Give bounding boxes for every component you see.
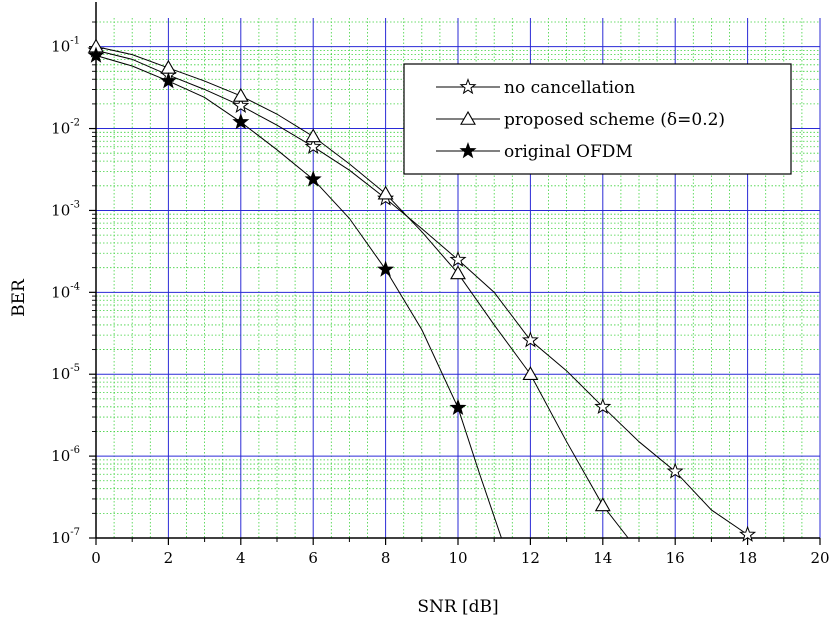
- data-point: [594, 397, 612, 415]
- data-point: [449, 250, 467, 267]
- x-axis-title: SNR [dB]: [417, 597, 498, 617]
- legend-marker: [459, 142, 477, 159]
- x-tick-label: 20: [810, 549, 829, 567]
- legend-marker: [459, 78, 477, 95]
- x-tick-label: 6: [308, 549, 318, 567]
- series-2: [87, 46, 502, 539]
- data-point: [522, 366, 539, 381]
- x-tick-label: 14: [593, 549, 612, 567]
- data-point: [304, 137, 322, 154]
- data-point: [377, 185, 394, 200]
- legend-label: original OFDM: [504, 142, 633, 162]
- x-tick-label: 8: [381, 549, 391, 567]
- x-tick-label: 16: [666, 549, 685, 567]
- series-line: [95, 49, 748, 536]
- data-point: [305, 128, 322, 143]
- data-point: [159, 72, 177, 89]
- data-point: [232, 96, 250, 113]
- data-point: [739, 525, 757, 542]
- y-tick-label: 10-2: [51, 118, 80, 138]
- series-area: [87, 38, 757, 542]
- data-point: [594, 497, 611, 512]
- legend-label: no cancellation: [504, 78, 635, 98]
- data-point: [160, 59, 177, 74]
- data-point: [666, 462, 684, 479]
- data-point: [450, 265, 466, 280]
- data-point: [304, 170, 322, 187]
- y-tick-label: 10-4: [51, 281, 80, 301]
- legend-item: no cancellation: [436, 78, 635, 98]
- data-point: [449, 398, 467, 415]
- legend-marker: [460, 110, 476, 125]
- x-tick-label: 12: [521, 549, 540, 567]
- x-tick-label: 0: [91, 549, 101, 567]
- x-tick-label: 4: [236, 549, 246, 567]
- data-point: [232, 113, 250, 130]
- x-tick-label: 10: [448, 549, 467, 567]
- legend-item: original OFDM: [436, 142, 633, 162]
- legend: no cancellation proposed scheme (δ=0.2) or…: [403, 63, 792, 175]
- data-point: [521, 331, 539, 348]
- data-point: [87, 46, 105, 63]
- y-tick-label: 10-5: [51, 363, 80, 383]
- x-tick-label: 2: [164, 549, 174, 567]
- y-tick-label: 10-6: [51, 445, 80, 465]
- data-point: [232, 87, 249, 102]
- y-tick-label: 10-1: [51, 36, 80, 56]
- x-tick-label: 18: [738, 549, 757, 567]
- y-tick-label: 10-7: [51, 527, 80, 547]
- y-tick-label: 10-3: [51, 199, 80, 219]
- data-point: [377, 260, 395, 277]
- axes: 0 2 4 6 8 10 12 14 16 18 20 10-1 10-2 10-3 10-4 10-5 10-…: [51, 2, 830, 567]
- legend-item: proposed scheme (δ=0.2): [436, 110, 725, 130]
- series-line: [95, 46, 629, 539]
- y-axis-title: BER: [9, 278, 29, 317]
- legend-label: proposed scheme (δ=0.2): [504, 110, 725, 130]
